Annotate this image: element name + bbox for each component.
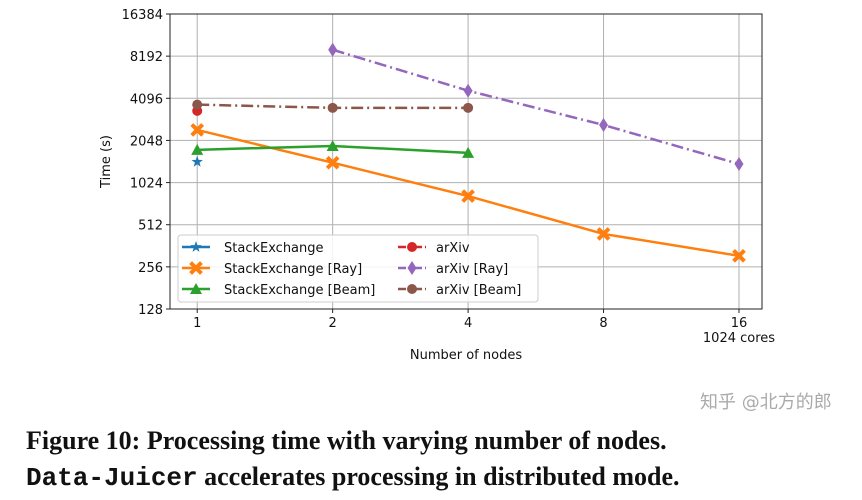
legend-label: StackExchange [Ray] [224,262,362,277]
legend-marker [189,261,203,275]
y-tick-label: 512 [138,219,163,234]
x-tick-label: 2 [329,316,337,331]
x-axis-label: Number of nodes [410,348,522,363]
y-axis-label: Time (s) [99,135,114,189]
data-point-1 [596,227,611,241]
x-marker-stroke [189,261,203,275]
data-point-2 [191,143,204,155]
data-point-1 [325,155,340,170]
x-marker-stroke [190,123,205,137]
legend-marker [190,283,202,294]
y-tick-label: 16384 [122,8,163,23]
x-tick-label: 4 [464,316,472,331]
x-tick-label: 1 [193,316,201,331]
x-tick-label: 8 [599,316,607,331]
data-point-2 [462,146,475,158]
y-tick-label: 128 [138,303,163,318]
y-tick-label: 2048 [130,134,163,149]
legend-marker [407,242,417,252]
data-point-4 [463,83,473,98]
x-marker-stroke [732,248,746,263]
legend-marker [407,261,417,275]
data-point-4 [599,117,609,132]
plot-frame [169,13,763,310]
legend-marker [407,284,417,294]
x-marker-stroke [596,227,611,241]
data-point-1 [461,189,475,203]
y-tick-label: 256 [138,261,163,276]
caption-code: Data-Juicer [26,463,198,493]
y-tick-label: 1024 [130,177,163,192]
figure-caption-line1: Figure 10: Processing time with varying … [26,426,667,455]
y-tick-label: 8192 [130,50,163,65]
data-point-4 [328,42,338,57]
x-marker-stroke [461,189,475,203]
figure-caption-line2: Data-Juicer accelerates processing in di… [26,462,680,493]
x-marker-stroke [325,155,340,170]
legend-box [177,234,539,303]
data-point-0 [191,155,203,167]
series-line-4 [332,48,740,166]
data-point-5 [463,102,474,113]
line-chart: 128 256 512 1024 2048 4096 8192 16384 1 2 4 8 161024… [99,8,775,363]
data-point-5 [327,102,338,113]
watermark: 知乎 @北方的郎 [700,392,832,413]
x-annotation: 1024 cores [703,331,775,346]
data-point-5 [192,99,203,110]
y-tick-label: 4096 [130,92,163,107]
legend-marker [190,241,202,252]
caption-rest: accelerates processing in distributed mo… [197,462,680,491]
x-tick-label: 16 [731,316,748,331]
data-point-4 [734,156,744,171]
legend-label: StackExchange [224,241,324,256]
legend-label: arXiv [Ray] [436,262,508,277]
data-point-1 [190,123,205,137]
legend-label: arXiv [Beam] [436,283,521,298]
data-point-2 [326,139,339,151]
legend-label: StackExchange [Beam] [224,283,375,298]
data-point-1 [732,248,746,263]
legend-label: arXiv [436,241,470,256]
